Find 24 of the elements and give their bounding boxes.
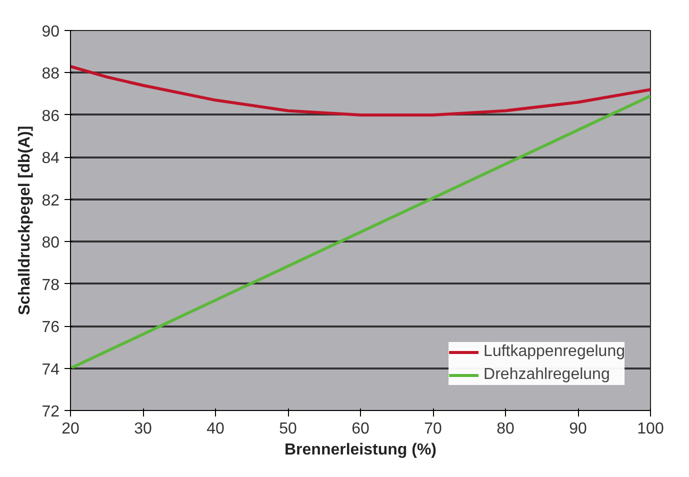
x-tick-label: 100 xyxy=(637,420,664,438)
y-axis-title: Schalldruckpegel [db(A)] xyxy=(16,126,34,316)
y-tick-label: 76 xyxy=(42,319,60,336)
x-tick-label: 40 xyxy=(206,420,224,438)
y-tick-label: 88 xyxy=(42,66,60,83)
x-tick-label: 70 xyxy=(424,420,442,438)
y-tick-label: 72 xyxy=(42,404,60,420)
y-tick-label: 78 xyxy=(42,276,60,294)
y-tick-label: 82 xyxy=(42,192,60,210)
y-tick-label: 84 xyxy=(42,150,60,168)
legend-label: Drehzahlregelung xyxy=(484,366,610,384)
x-tick-label: 60 xyxy=(352,420,370,438)
y-tick-label: 74 xyxy=(42,361,60,378)
y-tick-label: 90 xyxy=(42,24,60,40)
y-tick-label: 80 xyxy=(42,234,60,252)
x-tick-label: 50 xyxy=(279,420,297,438)
x-tick-label: 20 xyxy=(62,420,80,438)
y-tick-label: 86 xyxy=(42,108,60,125)
x-tick-label: 30 xyxy=(134,420,152,438)
x-axis-title: Brennerleistung (%) xyxy=(284,442,437,458)
legend-label: Luftkappenregelung xyxy=(484,343,625,361)
line-series xyxy=(70,64,650,116)
x-tick-label: 80 xyxy=(496,420,514,438)
x-tick-label: 90 xyxy=(569,420,587,438)
